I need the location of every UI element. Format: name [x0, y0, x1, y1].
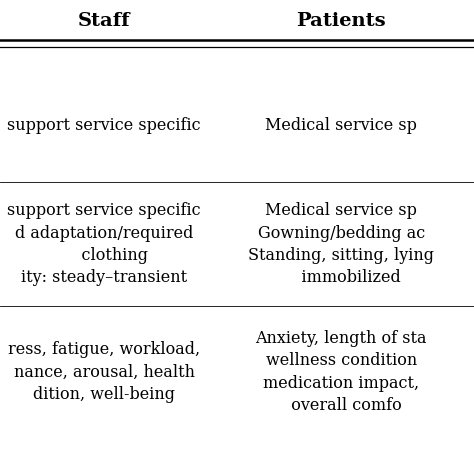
Text: Patients: Patients [296, 12, 386, 30]
Text: support service specific: support service specific [8, 117, 201, 134]
Text: Medical service sp: Medical service sp [265, 117, 417, 134]
Text: ress, fatigue, workload,
nance, arousal, health
dition, well-being: ress, fatigue, workload, nance, arousal,… [8, 341, 201, 403]
Text: support service specific
d adaptation/required
    clothing
ity: steady–transien: support service specific d adaptation/re… [8, 202, 201, 286]
Text: Medical service sp
Gowning/bedding ac
Standing, sitting, lying
    immobilized: Medical service sp Gowning/bedding ac St… [248, 202, 434, 286]
Text: Anxiety, length of sta
wellness condition
medication impact,
  overall comfo: Anxiety, length of sta wellness conditio… [255, 330, 427, 414]
Text: Staff: Staff [78, 12, 130, 30]
